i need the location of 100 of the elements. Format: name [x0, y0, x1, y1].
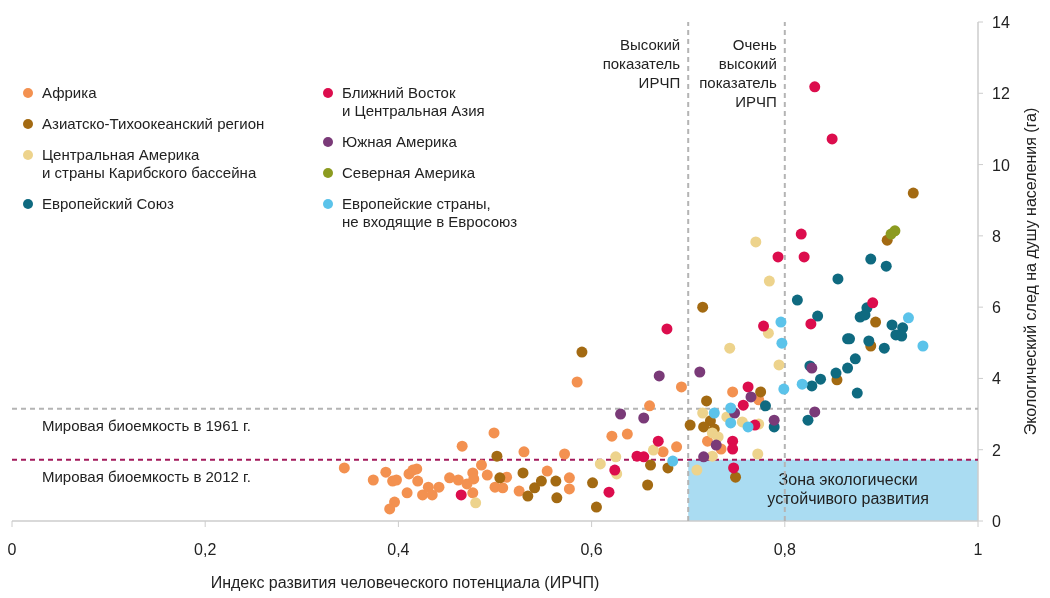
point [609, 464, 621, 476]
point [697, 301, 709, 313]
point [535, 475, 547, 487]
point [606, 430, 618, 442]
point [380, 466, 392, 478]
point [470, 497, 482, 509]
point [917, 340, 929, 352]
point [559, 448, 571, 460]
x-axis-title: Индекс развития человеческого потенциала (ИРЧП) [210, 574, 600, 591]
point [773, 359, 785, 371]
point [727, 386, 739, 398]
point [697, 407, 709, 419]
point [455, 489, 467, 501]
point [541, 465, 553, 477]
point [863, 335, 875, 347]
point [778, 383, 790, 395]
point [791, 294, 803, 306]
point [694, 366, 706, 378]
point [755, 386, 767, 398]
legend-label: Центральная Америка и страны Карибского бассейна [42, 146, 257, 181]
point [867, 297, 879, 309]
point [675, 381, 687, 393]
point [594, 458, 606, 470]
point [809, 406, 821, 418]
point [638, 412, 650, 424]
point [878, 342, 890, 354]
point [851, 387, 863, 399]
x-tick-label: 0,6 [580, 541, 603, 558]
point [522, 490, 534, 502]
point [805, 318, 817, 330]
point [661, 323, 673, 335]
point [698, 421, 710, 433]
y-tick-label: 2 [992, 441, 1001, 459]
point [737, 399, 749, 411]
point [550, 475, 562, 487]
point [798, 251, 810, 263]
point [889, 225, 901, 237]
point [725, 417, 737, 429]
x-tick-label: 1 [973, 541, 983, 558]
y-tick-label: 10 [992, 156, 1010, 174]
point [491, 450, 503, 462]
point [456, 440, 468, 452]
point [886, 319, 898, 331]
legend-label: Европейский Союз [42, 195, 174, 212]
point [691, 464, 703, 476]
point [645, 459, 657, 471]
y-axis-title: Экологический след на душу населения (га) [1022, 107, 1039, 436]
point [621, 428, 633, 440]
x-tick-label: 0,8 [773, 541, 797, 558]
point [902, 312, 914, 324]
point [667, 455, 679, 467]
point [768, 414, 780, 426]
point [653, 370, 665, 382]
x-tick-label: 0,4 [387, 541, 410, 558]
legend-label: Северная Америка [342, 164, 476, 181]
point [815, 373, 827, 385]
point [725, 402, 737, 414]
point [412, 475, 424, 487]
point [763, 275, 775, 287]
legend-label: Ближний Восток и Центральная Азия [342, 84, 485, 119]
x-tick-label: 0,2 [194, 541, 217, 558]
point [587, 477, 599, 489]
point [849, 353, 861, 365]
y-tick-label: 8 [992, 227, 1001, 245]
point [752, 448, 764, 460]
point [809, 81, 821, 93]
point [367, 474, 379, 486]
ref-line-label: Очень высокий показатель ИРЧП [699, 36, 777, 110]
legend-label: Азиатско-Тихоокеанский регион [42, 115, 265, 132]
point [426, 489, 438, 501]
point [652, 435, 664, 447]
ref-line-label: Мировая биоемкость в 1961 г. [42, 416, 251, 434]
point [576, 346, 588, 358]
point [775, 316, 787, 328]
point [518, 446, 530, 458]
point [488, 427, 500, 439]
point [812, 310, 824, 322]
point [796, 378, 808, 390]
point [401, 487, 413, 499]
point [742, 421, 754, 433]
point [647, 444, 659, 456]
point [742, 381, 754, 393]
point [728, 462, 740, 474]
point [698, 451, 710, 463]
point [475, 459, 487, 471]
legend-label: Южная Америка [342, 133, 458, 150]
band-label: Зона экологически устойчивого развития [767, 470, 929, 507]
point [830, 367, 842, 379]
ref-line-label: Мировая биоемкость в 2012 г. [42, 467, 251, 485]
point [671, 441, 683, 453]
point [642, 479, 654, 491]
point [481, 469, 493, 481]
point [497, 482, 509, 494]
point [865, 253, 877, 265]
point [745, 391, 757, 403]
point [710, 439, 722, 451]
point [638, 451, 650, 463]
y-tick-label: 4 [992, 370, 1001, 388]
point [610, 451, 622, 463]
y-tick-label: 14 [992, 14, 1010, 31]
